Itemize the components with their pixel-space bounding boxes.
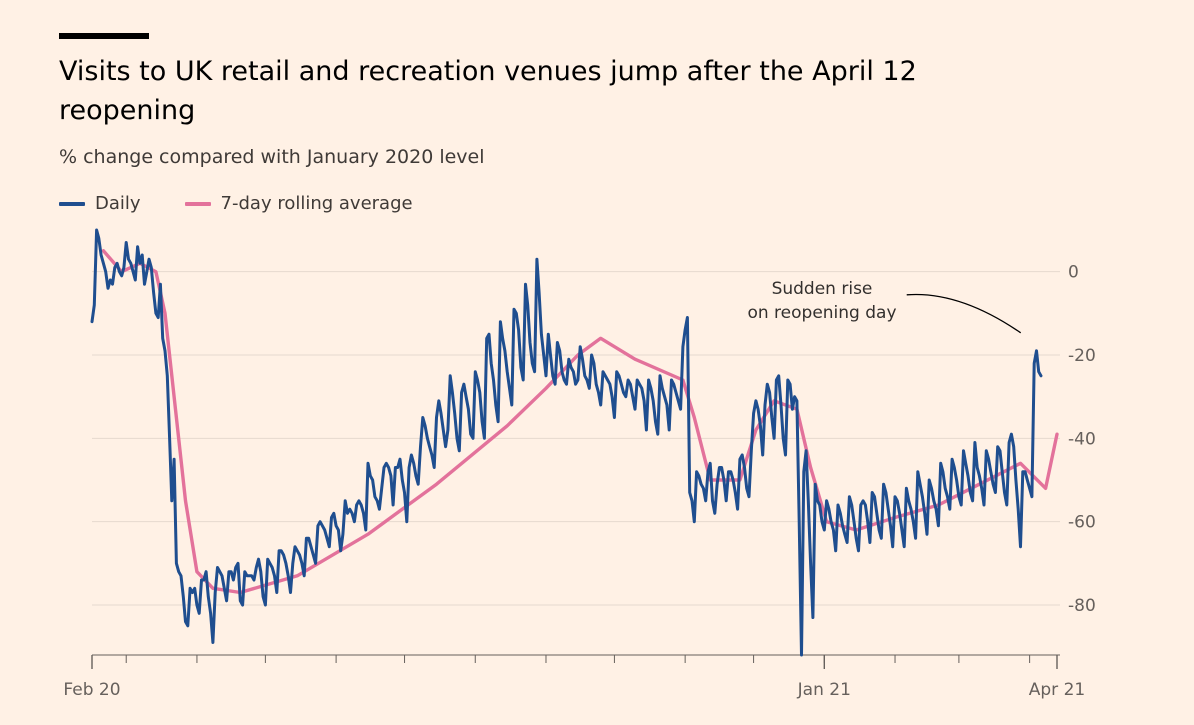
annotation-text: on reopening day [747, 303, 896, 323]
y-tick-label: -80 [1068, 596, 1096, 616]
legend-label-average: 7-day rolling average [220, 193, 413, 214]
legend-swatch-average [184, 201, 211, 206]
y-tick-label: -40 [1068, 429, 1096, 449]
legend-item-daily: Daily [59, 193, 141, 214]
legend-swatch-daily [59, 201, 85, 206]
x-tick-label: Apr 21 [1029, 680, 1085, 700]
y-tick-label: -60 [1068, 513, 1096, 533]
brand-bar [59, 33, 149, 39]
chart-title: Visits to UK retail and recreation venue… [59, 56, 917, 126]
series-line-average [101, 249, 1059, 595]
y-tick-label: -20 [1068, 346, 1096, 366]
series-line-daily [90, 228, 1043, 657]
legend-item-average: 7-day rolling average [184, 193, 413, 214]
annotation-leader [906, 293, 1022, 334]
chart-subtitle: % change compared with January 2020 leve… [59, 146, 485, 168]
x-tick-label: Jan 21 [797, 680, 851, 700]
legend: Daily 7-day rolling average [59, 193, 457, 214]
legend-label-daily: Daily [95, 193, 141, 214]
y-tick-label: 0 [1068, 263, 1079, 283]
x-tick-label: Feb 20 [63, 680, 120, 700]
annotation-text: Sudden rise [772, 279, 873, 299]
